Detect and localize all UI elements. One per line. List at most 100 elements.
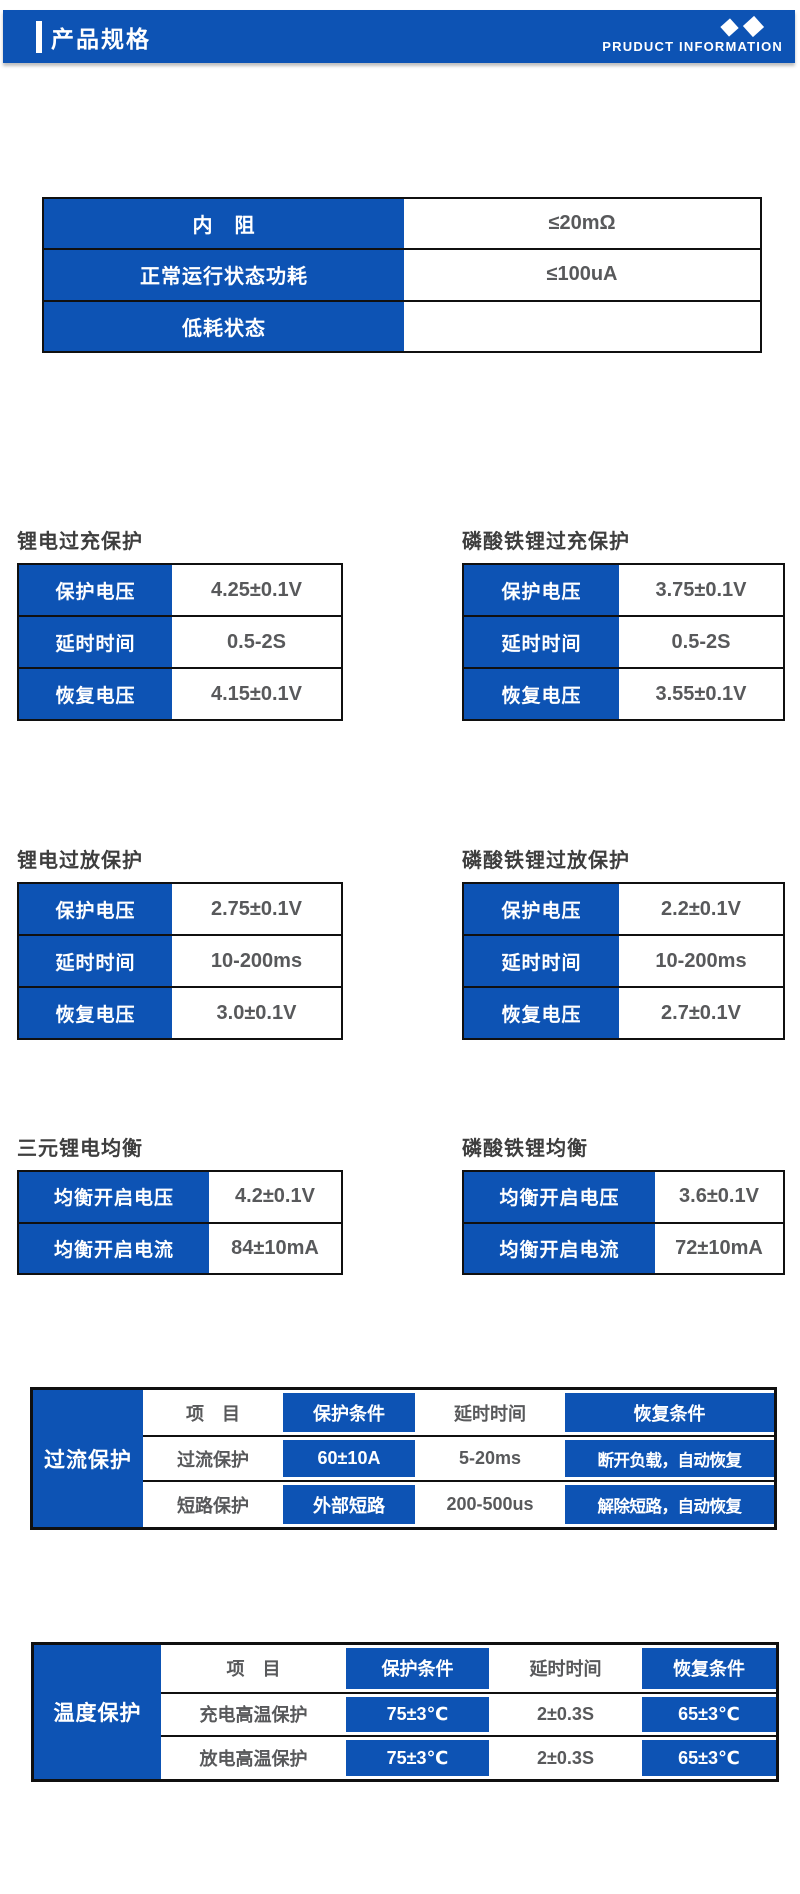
row-label: 均衡开启电流 (19, 1223, 209, 1273)
row-label: 恢复电压 (464, 988, 619, 1038)
table-row: 保护电压 4.25±0.1V (19, 565, 341, 615)
row-item: 放电高温保护 (161, 1737, 346, 1779)
section-title: 锂电过放保护 (17, 850, 143, 872)
row-recovery: 断开负载，自动恢复 (565, 1437, 774, 1482)
row-value: 3.0±0.1V (216, 1001, 297, 1024)
row-value: 10-200ms (210, 949, 303, 972)
row-value: 2.7±0.1V (661, 1001, 741, 1024)
section-li-overdischarge: 锂电过放保护 保护电压 2.75±0.1V 延时时间 10-200ms 恢复电压… (17, 848, 343, 1040)
section-title: 磷酸铁锂过放保护 (462, 850, 630, 872)
row-value: 4.2±0.1V (235, 1185, 315, 1208)
row-label: 恢复电压 (19, 988, 172, 1038)
row-delay: 200-500us (415, 1482, 565, 1527)
table-row: 恢复电压 2.7±0.1V (464, 986, 783, 1038)
column-header-item: 项 目 (143, 1390, 283, 1437)
column-header-recovery: 恢复条件 (642, 1645, 776, 1694)
row-label: 低耗状态 (44, 301, 404, 351)
row-condition: 75±3℃ (346, 1737, 489, 1779)
row-recovery: 解除短路，自动恢复 (565, 1482, 774, 1527)
table-row: 低耗状态 (44, 299, 760, 351)
row-label: 延时时间 (464, 617, 619, 667)
row-value: 4.15±0.1V (210, 682, 303, 705)
row-label: 保护电压 (19, 565, 172, 615)
table-row: 延时时间 10-200ms (19, 934, 341, 986)
section-title: 三元锂电均衡 (17, 1138, 143, 1160)
spec-table: 均衡开启电压 3.6±0.1V 均衡开启电流 72±10mA (462, 1170, 785, 1275)
row-item: 充电高温保护 (161, 1693, 346, 1738)
table-row: 恢复电压 4.15±0.1V (19, 667, 341, 719)
row-value: 0.5-2S (671, 630, 731, 653)
section-title: 磷酸铁锂均衡 (462, 1138, 588, 1160)
section-lifepo4-overcharge: 磷酸铁锂过充保护 保护电压 3.75±0.1V 延时时间 0.5-2S 恢复电压… (462, 529, 785, 721)
banner-title-group: 产品规格 (3, 20, 151, 54)
row-value (404, 302, 760, 351)
row-value: ≤20mΩ (548, 212, 616, 235)
row-value: 3.55±0.1V (655, 682, 747, 705)
banner-subtitle-group: PRUDUCT INFORMATION (602, 15, 795, 54)
page-title: 产品规格 (51, 25, 151, 52)
table-row: 恢复电压 3.0±0.1V (19, 986, 341, 1038)
row-recovery: 65±3℃ (642, 1737, 776, 1779)
row-label: 恢复电压 (464, 669, 619, 719)
row-label: 延时时间 (19, 936, 172, 986)
general-spec-table: 内 阻 ≤20mΩ 正常运行状态功耗 ≤100uA 低耗状态 (42, 197, 762, 353)
spec-table: 保护电压 4.25±0.1V 延时时间 0.5-2S 恢复电压 4.15±0.1… (17, 563, 343, 721)
table-row: 均衡开启电流 84±10mA (19, 1221, 341, 1273)
row-item: 过流保护 (143, 1437, 283, 1482)
row-label: 保护电压 (19, 884, 172, 934)
table-row: 保护电压 3.75±0.1V (464, 565, 783, 615)
spec-table: 保护电压 2.2±0.1V 延时时间 10-200ms 恢复电压 2.7±0.1… (462, 882, 785, 1040)
row-value: 4.25±0.1V (210, 578, 303, 601)
table-row: 恢复电压 3.55±0.1V (464, 667, 783, 719)
row-label: 保护电压 (464, 565, 619, 615)
spec-table: 均衡开启电压 4.2±0.1V 均衡开启电流 84±10mA (17, 1170, 343, 1275)
row-condition: 75±3℃ (346, 1693, 489, 1738)
table-row: 内 阻 ≤20mΩ (44, 199, 760, 249)
table-row: 均衡开启电压 3.6±0.1V (464, 1172, 783, 1222)
row-condition: 60±10A (283, 1437, 415, 1482)
column-header-item: 项 目 (161, 1645, 346, 1694)
row-value: 2.2±0.1V (661, 897, 741, 920)
header-banner: 产品规格 PRUDUCT INFORMATION (3, 10, 795, 63)
table-row: 延时时间 0.5-2S (464, 615, 783, 667)
row-value: 0.5-2S (227, 630, 286, 653)
table-row: 延时时间 0.5-2S (19, 615, 341, 667)
row-label: 均衡开启电压 (19, 1172, 209, 1222)
row-value: 3.75±0.1V (655, 578, 747, 601)
column-header-delay: 延时时间 (415, 1390, 565, 1437)
row-value: 10-200ms (655, 949, 747, 972)
spec-table: 保护电压 2.75±0.1V 延时时间 10-200ms 恢复电压 3.0±0.… (17, 882, 343, 1040)
row-label: 延时时间 (19, 617, 172, 667)
row-value: 72±10mA (675, 1236, 763, 1259)
table-row: 正常运行状态功耗 ≤100uA (44, 248, 760, 300)
row-delay: 2±0.3S (489, 1693, 642, 1738)
row-value: 3.6±0.1V (679, 1185, 759, 1208)
row-value: 2.75±0.1V (210, 897, 303, 920)
row-item: 短路保护 (143, 1482, 283, 1527)
column-header-condition: 保护条件 (346, 1645, 489, 1694)
title-accent-bar (36, 20, 42, 53)
diamond-decoration (720, 15, 765, 38)
row-label: 恢复电压 (19, 669, 172, 719)
diamond-icon (742, 15, 765, 38)
row-label: 正常运行状态功耗 (44, 250, 404, 300)
diamond-icon (720, 18, 739, 37)
section-lifepo4-balance: 磷酸铁锂均衡 均衡开启电压 3.6±0.1V 均衡开启电流 72±10mA (462, 1136, 785, 1275)
temperature-protection-table: 温度保护 项 目 保护条件 延时时间 恢复条件 充电高温保护 75±3℃ 2±0… (31, 1642, 779, 1782)
section-ternary-balance: 三元锂电均衡 均衡开启电压 4.2±0.1V 均衡开启电流 84±10mA (17, 1136, 343, 1275)
row-label: 保护电压 (464, 884, 619, 934)
overcurrent-protection-table: 过流保护 项 目 保护条件 延时时间 恢复条件 过流保护 60±10A 5-20… (30, 1387, 777, 1530)
spec-table: 保护电压 3.75±0.1V 延时时间 0.5-2S 恢复电压 3.55±0.1… (462, 563, 785, 721)
section-li-overcharge: 锂电过充保护 保护电压 4.25±0.1V 延时时间 0.5-2S 恢复电压 4… (17, 529, 343, 721)
row-recovery: 65±3℃ (642, 1693, 776, 1738)
row-condition: 外部短路 (283, 1482, 415, 1527)
row-value: 84±10mA (231, 1236, 319, 1259)
section-lifepo4-overdischarge: 磷酸铁锂过放保护 保护电压 2.2±0.1V 延时时间 10-200ms 恢复电… (462, 848, 785, 1040)
row-delay: 2±0.3S (489, 1737, 642, 1779)
row-label: 延时时间 (464, 936, 619, 986)
section-title: 锂电过充保护 (17, 531, 143, 553)
column-header-condition: 保护条件 (283, 1390, 415, 1437)
row-delay: 5-20ms (415, 1437, 565, 1482)
page-subtitle: PRUDUCT INFORMATION (602, 39, 783, 54)
